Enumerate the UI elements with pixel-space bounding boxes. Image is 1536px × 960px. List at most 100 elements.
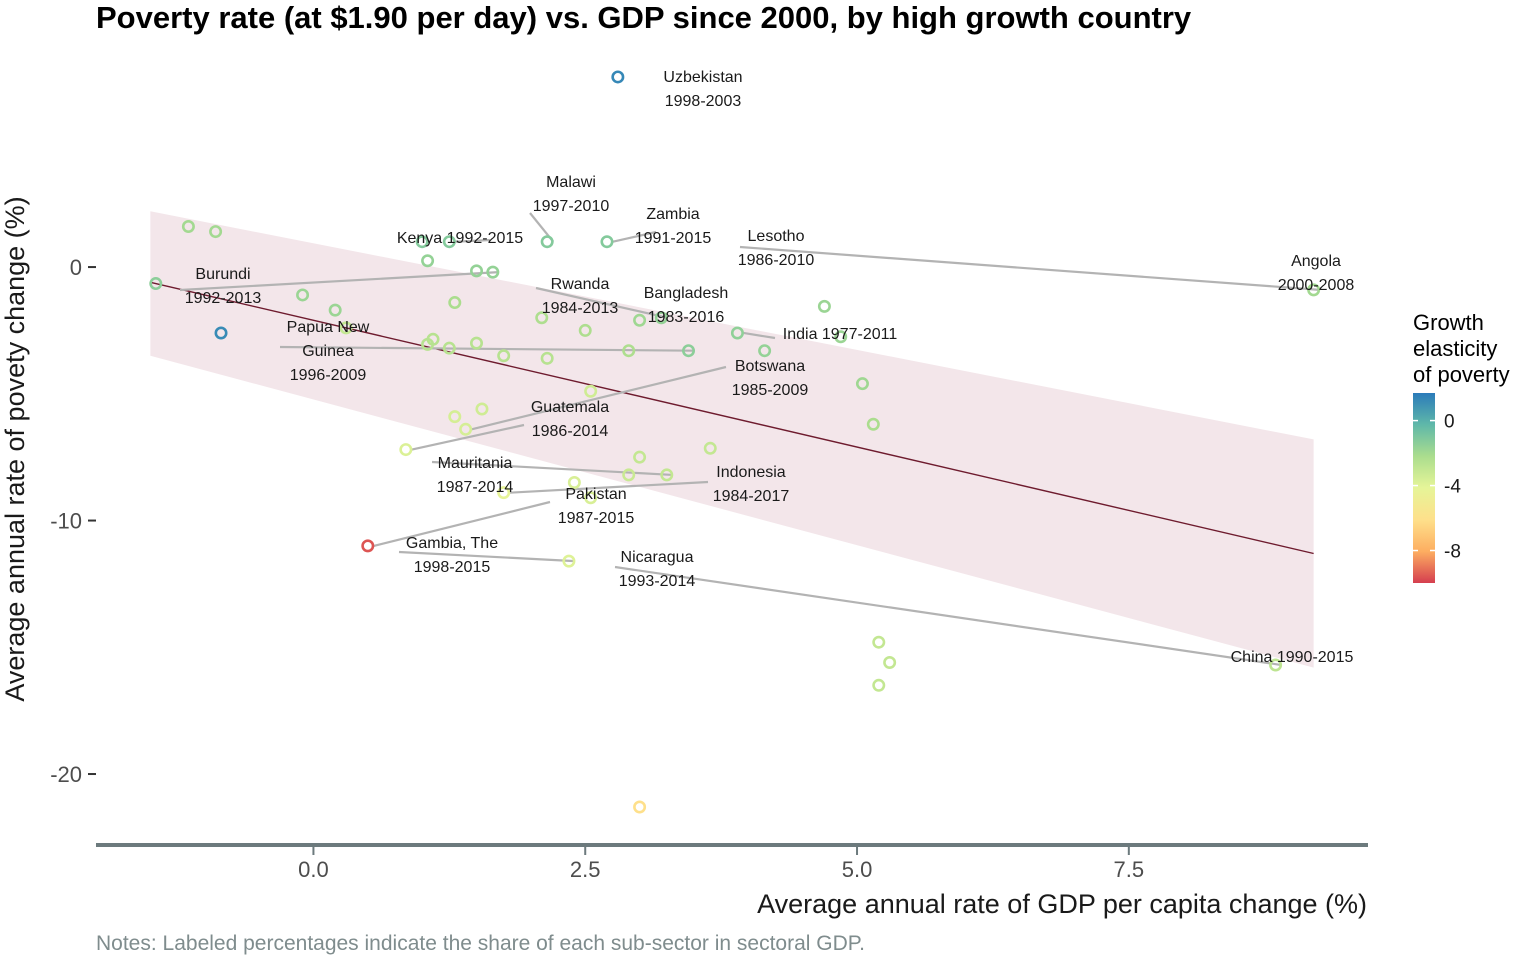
data-point-label: Burundi xyxy=(195,266,250,283)
label-leader-line xyxy=(179,271,499,292)
data-point-label: Zambia xyxy=(646,206,699,223)
chart-note: Notes: Labeled percentages indicate the … xyxy=(96,932,865,955)
data-point xyxy=(562,554,576,568)
data-point xyxy=(296,288,310,302)
data-point xyxy=(415,235,429,249)
data-point-label: Papua New xyxy=(287,319,370,336)
y-tick-label: -20 xyxy=(50,762,82,787)
label-leader-line xyxy=(612,230,657,243)
data-point-label: Kenya 1992-2015 xyxy=(397,230,523,247)
data-point-label: China 1990-2015 xyxy=(1231,649,1354,666)
data-point xyxy=(214,326,228,340)
data-point xyxy=(361,539,375,553)
data-point xyxy=(421,254,435,268)
data-point-label: Angola xyxy=(1291,253,1341,270)
data-point-label: 1985-2009 xyxy=(732,382,809,399)
y-tick-label: 0 xyxy=(70,255,82,280)
data-point xyxy=(730,326,744,340)
data-point xyxy=(535,311,549,325)
legend-title-line: elasticity xyxy=(1413,336,1497,361)
data-point xyxy=(470,336,484,350)
legend-color-bar xyxy=(1413,393,1435,583)
data-point xyxy=(758,344,772,358)
y-axis-ticks: 0 -10 -20 xyxy=(50,255,96,787)
data-point xyxy=(872,635,886,649)
data-point-label: 1987-2014 xyxy=(437,479,514,496)
data-point xyxy=(584,384,598,398)
data-point xyxy=(421,337,435,351)
data-point-label: Bangladesh xyxy=(644,285,729,302)
data-point-label: 1992-2013 xyxy=(185,290,262,307)
data-point xyxy=(540,351,554,365)
data-point xyxy=(181,220,195,234)
data-point xyxy=(1307,283,1321,297)
data-point xyxy=(654,311,668,325)
data-point xyxy=(470,264,484,278)
data-point-label: 1984-2013 xyxy=(542,300,619,317)
data-point-label: Pakistan xyxy=(565,486,626,503)
data-point xyxy=(584,491,598,505)
data-point xyxy=(1269,658,1283,672)
data-point xyxy=(600,235,614,249)
label-leader-line xyxy=(739,245,1320,291)
legend-tick-label: -4 xyxy=(1444,477,1461,498)
legend-tick-label: 0 xyxy=(1444,412,1455,433)
data-point xyxy=(703,441,717,455)
label-leader-line xyxy=(535,286,668,319)
data-point-label: 1993-2014 xyxy=(619,573,696,590)
x-tick-label: 5.0 xyxy=(842,857,873,882)
data-point xyxy=(442,341,456,355)
label-leader-line xyxy=(509,480,709,494)
data-point xyxy=(633,450,647,464)
label-leader-line xyxy=(411,423,525,451)
trend-line xyxy=(150,281,1314,555)
data-point xyxy=(209,225,223,239)
label-leader-line xyxy=(279,345,695,352)
data-point xyxy=(633,313,647,327)
data-point xyxy=(399,443,413,457)
data-point xyxy=(872,678,886,692)
data-point-label: Rwanda xyxy=(551,276,610,293)
data-point-label: 1997-2010 xyxy=(533,198,610,215)
y-tick-label: -10 xyxy=(50,509,82,534)
x-tick-label: 2.5 xyxy=(570,857,601,882)
y-axis-title: Average annual rate of povety change (%) xyxy=(0,196,30,701)
data-point xyxy=(497,349,511,363)
data-point-label: 1991-2015 xyxy=(635,230,712,247)
data-point xyxy=(497,486,511,500)
data-point xyxy=(622,344,636,358)
data-point xyxy=(817,299,831,313)
label-leader-line xyxy=(614,565,1282,667)
label-leader-line xyxy=(455,238,491,243)
x-axis-ticks: 0.0 2.5 5.0 7.5 xyxy=(298,847,1144,882)
data-point-label: 2000-2008 xyxy=(1278,277,1355,294)
data-point xyxy=(834,330,848,344)
confidence-band-layer xyxy=(150,211,1314,668)
trend-line-layer xyxy=(150,281,1314,555)
data-point xyxy=(328,303,342,317)
label-leader-line xyxy=(398,550,575,563)
data-points xyxy=(149,70,1321,814)
data-point xyxy=(486,265,500,279)
chart-title: Poverty rate (at $1.90 per day) vs. GDP … xyxy=(96,0,1192,35)
legend-title-line: of poverty xyxy=(1413,362,1510,387)
data-point xyxy=(578,323,592,337)
data-point xyxy=(475,402,489,416)
data-point-label: 1998-2003 xyxy=(665,93,742,110)
data-point xyxy=(442,235,456,249)
data-point xyxy=(883,655,897,669)
legend-title-line: Growth xyxy=(1413,310,1484,335)
data-point-label: Nicaragua xyxy=(621,549,694,566)
data-point-label: 1986-2010 xyxy=(738,252,815,269)
data-point-label: 1996-2009 xyxy=(290,367,367,384)
data-point xyxy=(622,468,636,482)
legend-tick-label: -8 xyxy=(1444,542,1461,563)
legend-ticks: 0 -4 -8 xyxy=(1413,412,1461,563)
data-point-label: Guatemala xyxy=(531,399,609,416)
data-point-label: Botswana xyxy=(735,358,805,375)
data-point-label: 1983-2016 xyxy=(648,309,725,326)
data-point xyxy=(633,800,647,814)
